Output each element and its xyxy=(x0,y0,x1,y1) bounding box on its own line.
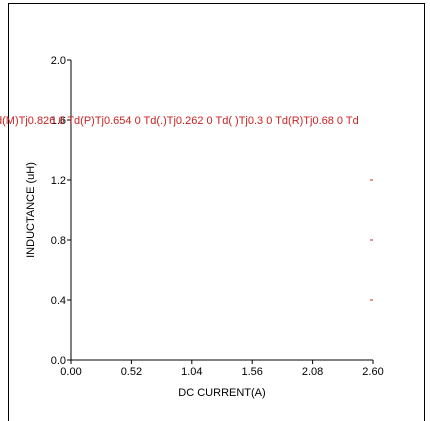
x-tick-label: 0.00 xyxy=(60,366,81,378)
x-tick-label: 1.04 xyxy=(181,366,202,378)
y-tick-label: 1.6 xyxy=(51,115,66,127)
y-tick-label: 0.8 xyxy=(51,235,66,247)
y-tick-label: 0.4 xyxy=(51,295,66,307)
garbled-annotation: d(M)Tj0.826 0 Td(P)Tj0.654 0 Td(.)Tj0.26… xyxy=(0,115,359,127)
axes xyxy=(70,60,373,361)
data-markers xyxy=(370,179,373,301)
y-ticks: 0.0 0.4 0.8 1.2 1.6 2.0 xyxy=(51,55,71,367)
x-tick-label: 2.60 xyxy=(362,366,383,378)
y-tick-label: 2.0 xyxy=(51,55,66,67)
x-ticks: 0.00 0.52 1.04 1.56 2.08 2.60 xyxy=(60,360,384,378)
x-axis-label: DC CURRENT(A) xyxy=(178,387,265,399)
x-tick-label: 2.08 xyxy=(302,366,323,378)
plot-frame xyxy=(8,3,425,421)
y-axis-label: INDUCTANCE (uH) xyxy=(25,162,37,258)
y-tick-label: 1.2 xyxy=(51,175,66,187)
x-tick-label: 1.56 xyxy=(241,366,262,378)
x-tick-label: 0.52 xyxy=(121,366,142,378)
y-tick-label: 0.0 xyxy=(51,355,66,367)
